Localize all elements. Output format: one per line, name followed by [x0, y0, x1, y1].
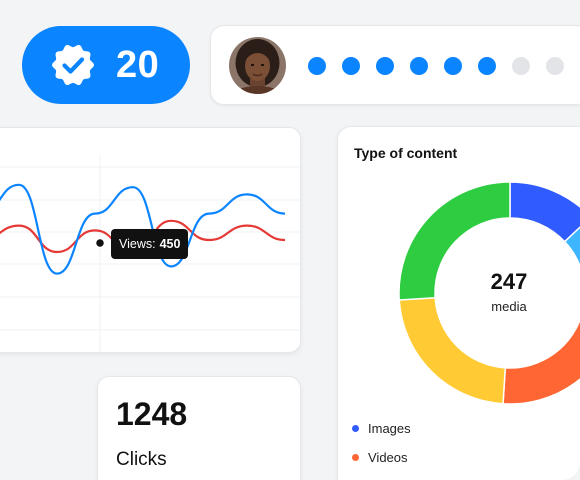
progress-dot-filled [444, 57, 462, 75]
donut-segment-5[interactable] [398, 181, 511, 301]
tooltip-point-marker[interactable] [94, 237, 106, 249]
avatar-portrait-icon [229, 37, 286, 94]
progress-dot-filled [308, 57, 326, 75]
progress-dot-filled [410, 57, 428, 75]
donut-legend: Images Videos [352, 419, 411, 477]
tooltip-label: Views: [119, 237, 156, 251]
legend-label: Images [368, 420, 411, 436]
clicks-label: Clicks [116, 449, 167, 470]
progress-dot-filled [342, 57, 360, 75]
progress-dot-filled [478, 57, 496, 75]
views-tooltip: Views: 450 [111, 229, 189, 259]
line-chart [0, 156, 300, 352]
progress-dot-empty [546, 57, 564, 75]
legend-dot [352, 453, 359, 461]
donut-center: 247 media [461, 269, 557, 314]
progress-card [210, 25, 580, 105]
legend-label: Videos [368, 449, 408, 465]
donut-segment-1[interactable] [509, 181, 580, 243]
donut-chart [398, 181, 580, 405]
badge-pill: 20 [22, 26, 190, 104]
progress-dots [308, 57, 580, 75]
donut-title: Type of content [354, 145, 458, 161]
progress-dot-empty [512, 57, 530, 75]
donut-unit: media [491, 299, 527, 314]
avatar[interactable] [229, 37, 286, 94]
clicks-value: 1248 [116, 396, 188, 432]
legend-item-videos[interactable]: Videos [352, 448, 411, 466]
legend-dot [352, 424, 359, 432]
clicks-card: 1248 Clicks [97, 376, 301, 480]
progress-dot-filled [376, 57, 394, 75]
donut-segment-3[interactable] [502, 312, 580, 405]
legend-item-images[interactable]: Images [352, 419, 411, 437]
tooltip-value: 450 [159, 237, 181, 251]
donut-total: 247 [490, 269, 528, 294]
donut-segment-2[interactable] [563, 217, 580, 321]
content-type-card: Type of content 247 media Images Videos [337, 126, 580, 480]
verified-check-icon [52, 45, 94, 85]
badge-count: 20 [116, 43, 160, 86]
series-line-blue [0, 183, 286, 275]
line-chart-card: Views: 450 [0, 127, 301, 353]
